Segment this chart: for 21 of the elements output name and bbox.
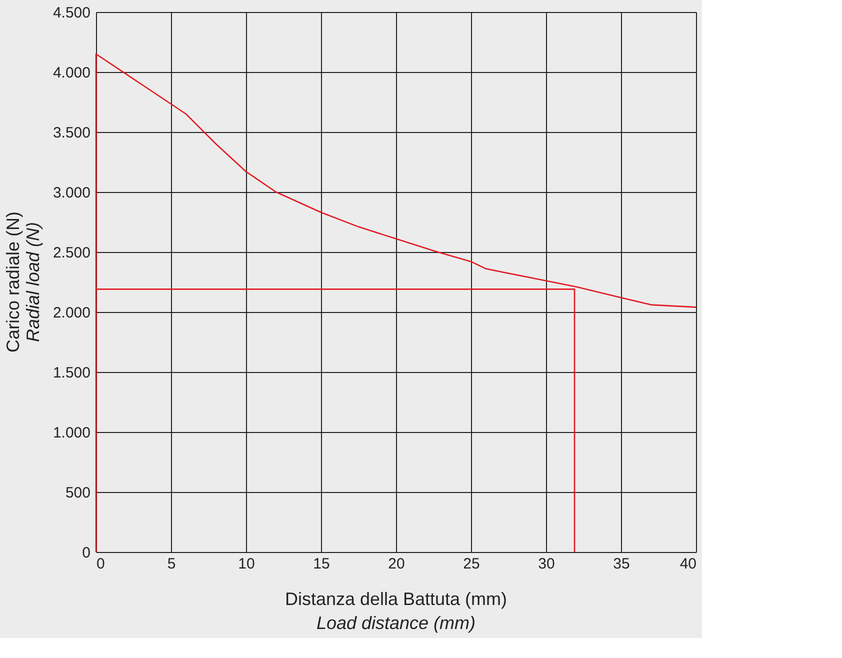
y-tick-label: 2.000 bbox=[52, 304, 90, 322]
x-tick-label: 5 bbox=[167, 556, 176, 572]
y-tick-label: 1.000 bbox=[52, 424, 90, 442]
y-tick-label: 4.000 bbox=[52, 64, 90, 82]
x-tick-label: 0 bbox=[96, 556, 105, 572]
y-tick-label: 3.000 bbox=[52, 184, 90, 202]
x-tick-label: 35 bbox=[613, 556, 630, 572]
y-tick-label: 3.500 bbox=[52, 124, 90, 142]
y-tick-label: 1.500 bbox=[52, 364, 90, 382]
x-tick-label: 30 bbox=[538, 556, 555, 572]
x-tick-label: 40 bbox=[680, 556, 696, 572]
y-tick-label: 2.500 bbox=[52, 244, 90, 262]
y-axis-title: Carico radiale (N) Radial load (N) bbox=[3, 211, 43, 353]
y-tick-label: 4.500 bbox=[52, 4, 90, 22]
y-tick-label: 0 bbox=[82, 544, 90, 562]
x-tick-label: 25 bbox=[463, 556, 480, 572]
x-tick-label: 10 bbox=[238, 556, 255, 572]
x-axis-title: Distanza della Battuta (mm) Load distance (mm) bbox=[284, 589, 508, 633]
x-tick-label: 20 bbox=[388, 556, 405, 572]
x-tick-label: 15 bbox=[313, 556, 330, 572]
y-tick-label: 500 bbox=[65, 484, 90, 502]
